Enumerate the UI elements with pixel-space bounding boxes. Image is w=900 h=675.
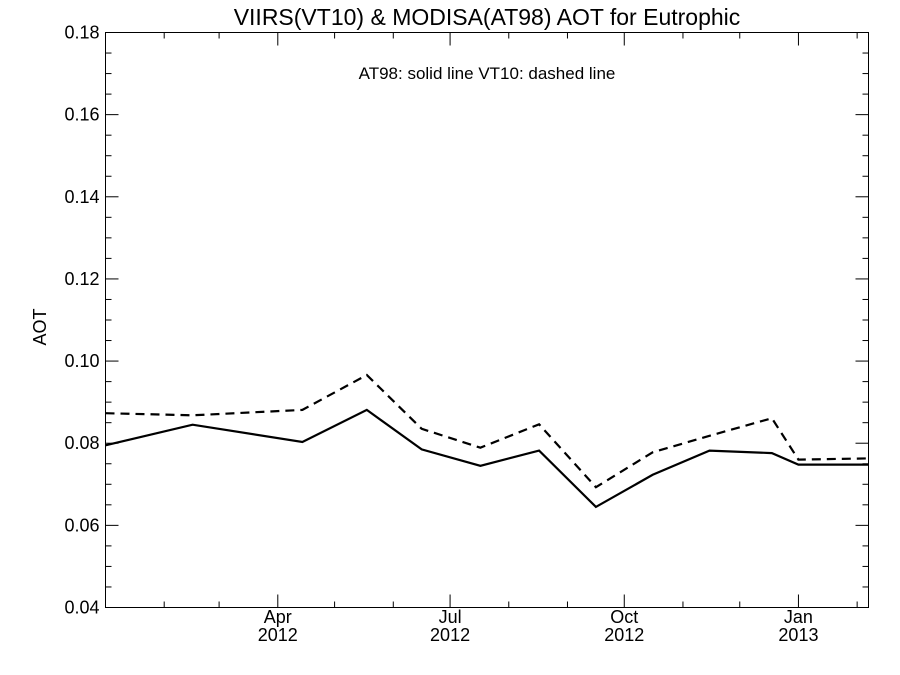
y-tick-label: 0.04 [64,598,99,618]
y-tick-labels: 0.04 0.06 0.08 0.10 0.12 0.14 0.16 0.18 [64,23,99,618]
x-tick-year-label: 2012 [604,625,644,645]
x-tick-month-label: Oct [610,607,638,627]
series-lines [105,373,869,509]
y-tick-label: 0.16 [64,105,99,125]
x-tick-year-label: 2012 [430,625,470,645]
y-tick-label: 0.08 [64,433,99,453]
y-tick-label: 0.12 [64,269,99,289]
legend-annotation: AT98: solid line VT10: dashed line [359,64,616,83]
series-line-at98 [105,408,869,509]
axis-ticks [105,32,869,608]
y-tick-label: 0.14 [64,187,99,207]
y-tick-label: 0.06 [64,515,99,535]
x-tick-month-label: Jan [784,607,813,627]
x-tick-month-label: Apr [264,607,292,627]
plot-frame [105,32,869,608]
chart-title: VIIRS(VT10) & MODISA(AT98) AOT for Eutro… [234,4,741,30]
x-tick-year-label: 2013 [778,625,818,645]
series-line-vt10 [105,373,869,489]
y-tick-label: 0.10 [64,351,99,371]
y-axis-label: AOT [30,308,50,345]
x-tick-year-label: 2012 [258,625,298,645]
x-tick-month-label: Jul [439,607,462,627]
y-tick-label: 0.18 [64,23,99,43]
